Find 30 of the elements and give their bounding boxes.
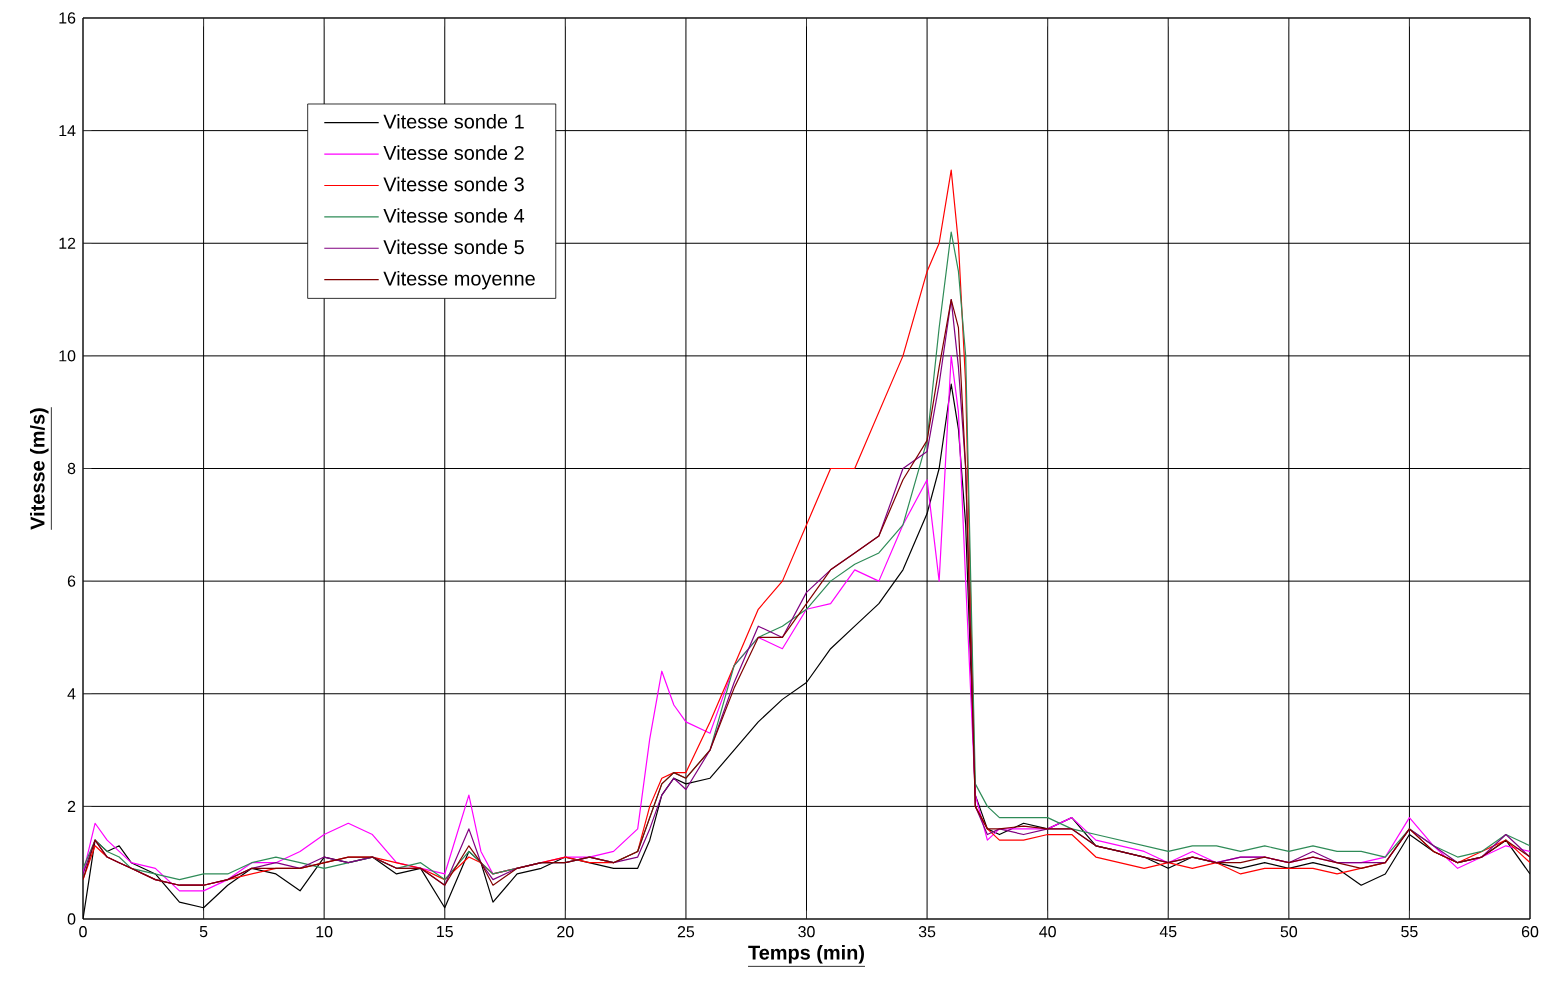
x-tick-label: 45 [1159, 926, 1177, 938]
x-tick-label: 55 [1401, 926, 1418, 938]
legend-label: Vitesse sonde 5 [383, 239, 524, 255]
x-tick-label: 0 [79, 926, 87, 938]
x-tick-label: 25 [677, 926, 695, 938]
x-tick-label: 20 [557, 926, 574, 938]
y-tick-label: 10 [59, 350, 76, 362]
x-tick-label: 40 [1039, 926, 1056, 938]
x-tick-label: 15 [437, 926, 453, 938]
x-tick-label: 50 [1280, 926, 1298, 938]
legend-label: Vitesse moyenne [383, 270, 535, 290]
y-tick-label: 4 [67, 688, 76, 700]
y-tick-label: 14 [59, 125, 76, 137]
y-tick-label: 2 [67, 800, 76, 812]
legend-label: Vitesse sonde 2 [383, 145, 524, 160]
x-tick-label: 30 [798, 926, 815, 938]
legend-label: Vitesse sonde 3 [383, 176, 524, 192]
y-tick-label: 0 [67, 913, 76, 925]
x-tick-label: 35 [918, 926, 936, 938]
y-tick-label: 12 [59, 237, 76, 249]
legend-label: Vitesse sonde 4 [383, 208, 525, 223]
x-axis-title: Temps (min) [748, 945, 864, 964]
y-tick-label: 6 [67, 575, 76, 587]
x-tick-label: 60 [1521, 926, 1539, 938]
x-tick-label: 5 [199, 926, 208, 938]
y-tick-label: 8 [67, 462, 76, 475]
legend-label: Vitesse sonde 1 [383, 113, 524, 129]
x-tick-label: 10 [316, 926, 333, 938]
y-tick-label: 16 [59, 12, 76, 24]
y-axis-title: Vitesse (m/s) [29, 408, 49, 530]
